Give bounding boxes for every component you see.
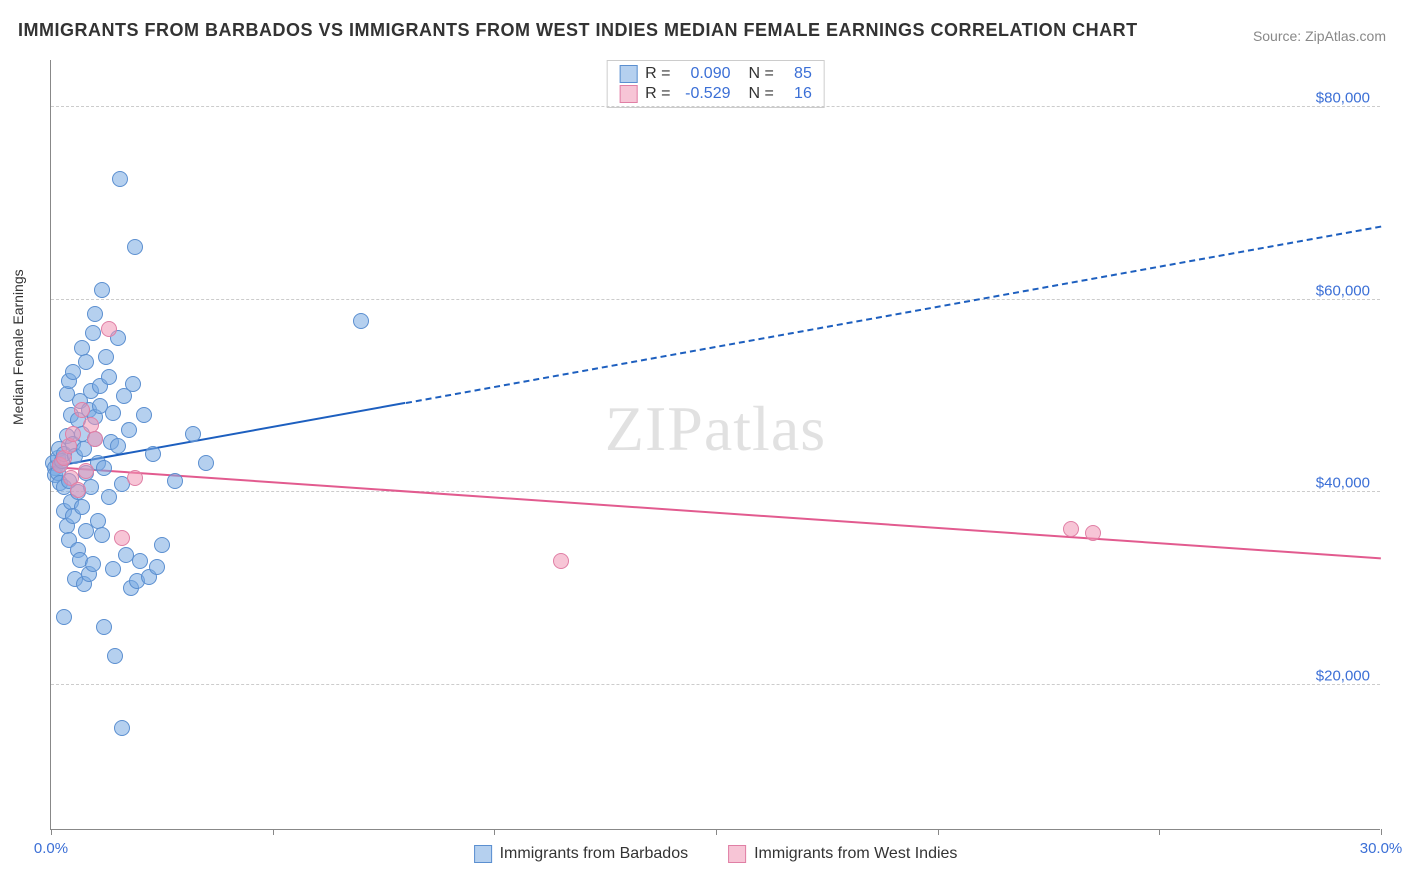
x-tick [1159, 829, 1160, 835]
r-value: -0.529 [679, 85, 731, 103]
r-label: R = [645, 65, 670, 83]
watermark-thin: atlas [704, 393, 826, 464]
scatter-point [105, 405, 121, 421]
scatter-point [185, 426, 201, 442]
legend-swatch [619, 85, 637, 103]
legend-label: Immigrants from West Indies [754, 845, 957, 863]
y-tick-label: $60,000 [1316, 282, 1370, 299]
watermark-bold: ZIP [605, 393, 704, 464]
regression-line [405, 225, 1381, 403]
scatter-point [56, 609, 72, 625]
scatter-point [98, 349, 114, 365]
correlation-chart: IMMIGRANTS FROM BARBADOS VS IMMIGRANTS F… [0, 0, 1406, 892]
legend-stats-row: R = -0.529 N = 16 [619, 85, 812, 103]
scatter-point [125, 376, 141, 392]
n-value: 85 [782, 65, 812, 83]
scatter-point [198, 455, 214, 471]
regression-line [51, 466, 1381, 559]
legend-label: Immigrants from Barbados [500, 845, 689, 863]
scatter-point [85, 325, 101, 341]
scatter-point [353, 313, 369, 329]
n-value: 16 [782, 85, 812, 103]
legend-item: Immigrants from Barbados [474, 845, 689, 863]
n-label: N = [749, 85, 774, 103]
scatter-point [1085, 525, 1101, 541]
scatter-point [127, 470, 143, 486]
legend-stats: R = 0.090 N = 85 R = -0.529 N = 16 [606, 60, 825, 108]
legend-stats-row: R = 0.090 N = 85 [619, 65, 812, 83]
legend-swatch [474, 845, 492, 863]
scatter-point [74, 499, 90, 515]
scatter-point [127, 239, 143, 255]
scatter-point [101, 321, 117, 337]
x-tick [273, 829, 274, 835]
chart-title: IMMIGRANTS FROM BARBADOS VS IMMIGRANTS F… [18, 20, 1138, 41]
scatter-point [110, 438, 126, 454]
scatter-point [78, 354, 94, 370]
scatter-point [121, 422, 137, 438]
gridline [51, 684, 1380, 685]
gridline [51, 299, 1380, 300]
scatter-point [136, 407, 152, 423]
scatter-point [70, 482, 86, 498]
y-tick-label: $40,000 [1316, 475, 1370, 492]
x-tick [494, 829, 495, 835]
y-tick-label: $20,000 [1316, 667, 1370, 684]
x-tick [1381, 829, 1382, 835]
r-value: 0.090 [679, 65, 731, 83]
scatter-point [154, 537, 170, 553]
scatter-point [114, 720, 130, 736]
gridline [51, 491, 1380, 492]
y-axis-label: Median Female Earnings [10, 269, 26, 425]
scatter-point [101, 489, 117, 505]
scatter-point [101, 369, 117, 385]
scatter-point [105, 561, 121, 577]
x-tick-label-left: 0.0% [34, 840, 68, 857]
scatter-point [553, 553, 569, 569]
x-tick [51, 829, 52, 835]
scatter-point [132, 553, 148, 569]
scatter-point [87, 431, 103, 447]
scatter-point [78, 463, 94, 479]
legend-swatch [728, 845, 746, 863]
scatter-point [87, 306, 103, 322]
scatter-point [114, 530, 130, 546]
scatter-point [112, 171, 128, 187]
scatter-point [74, 402, 90, 418]
scatter-point [145, 446, 161, 462]
scatter-point [96, 460, 112, 476]
scatter-point [107, 648, 123, 664]
legend-series: Immigrants from Barbados Immigrants from … [474, 845, 958, 863]
scatter-point [167, 473, 183, 489]
legend-item: Immigrants from West Indies [728, 845, 957, 863]
gridline [51, 106, 1380, 107]
x-tick [716, 829, 717, 835]
source-text: Source: ZipAtlas.com [1253, 28, 1386, 44]
scatter-point [65, 426, 81, 442]
watermark: ZIPatlas [605, 392, 826, 466]
n-label: N = [749, 65, 774, 83]
scatter-point [94, 282, 110, 298]
scatter-point [94, 527, 110, 543]
scatter-point [149, 559, 165, 575]
scatter-point [85, 556, 101, 572]
scatter-point [1063, 521, 1079, 537]
x-tick [938, 829, 939, 835]
x-tick-label-right: 30.0% [1360, 840, 1403, 857]
y-tick-label: $80,000 [1316, 90, 1370, 107]
r-label: R = [645, 85, 670, 103]
legend-swatch [619, 65, 637, 83]
plot-area: ZIPatlas R =0.090N =85R =-0.529N =16 Imm… [50, 60, 1380, 830]
scatter-point [96, 619, 112, 635]
